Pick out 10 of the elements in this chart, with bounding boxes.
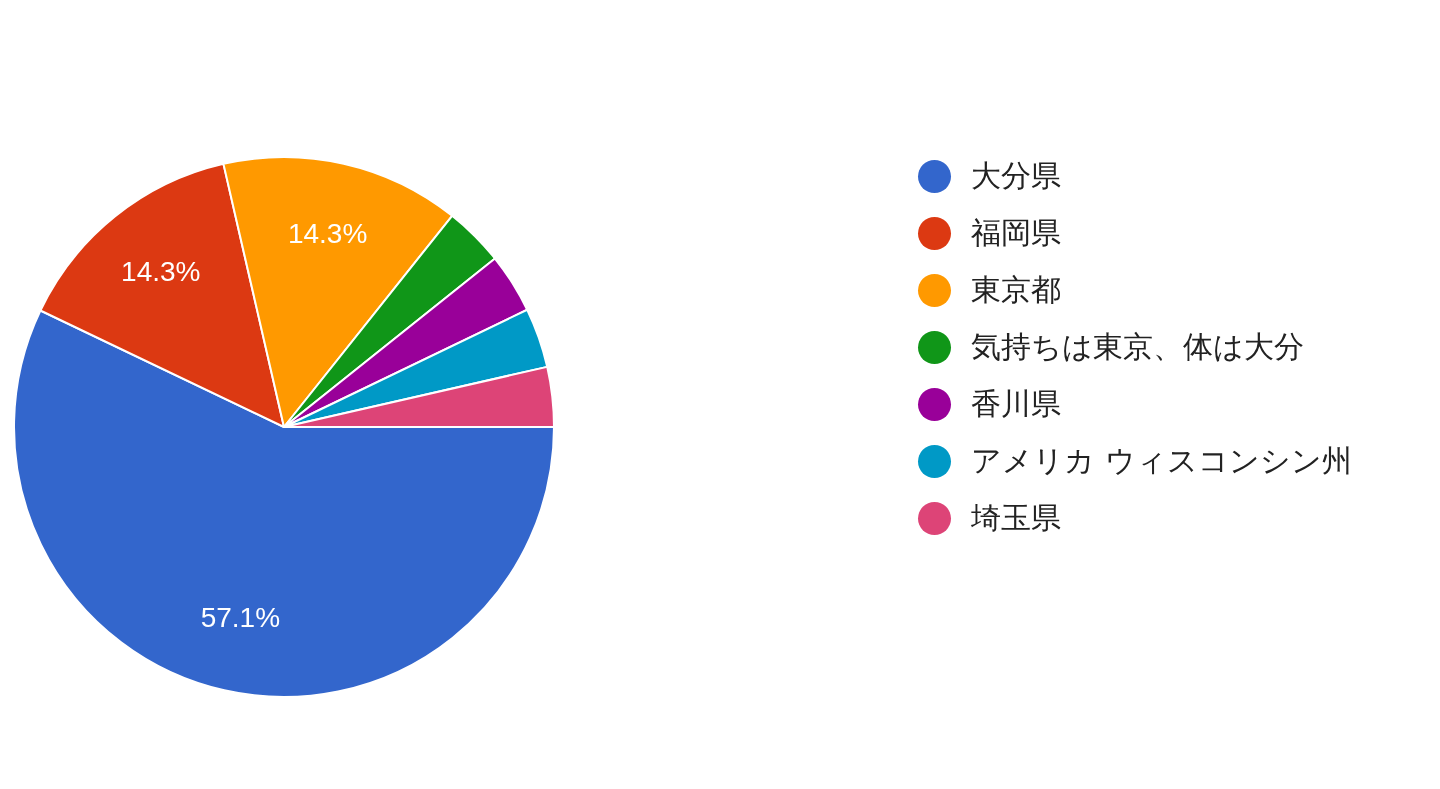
legend-label: 大分県 xyxy=(971,157,1061,195)
legend-label: アメリカ ウィスコンシン州 xyxy=(971,442,1352,480)
legend-label: 福岡県 xyxy=(971,214,1061,252)
legend-label: 香川県 xyxy=(971,385,1061,423)
data-label: 14.3% xyxy=(121,255,201,287)
data-label: 14.3% xyxy=(287,217,368,249)
legend-label: 埼玉県 xyxy=(971,499,1061,537)
legend-label: 気持ちは東京、体は大分 xyxy=(971,328,1304,366)
legend-label: 東京都 xyxy=(971,271,1061,309)
data-label: 57.1% xyxy=(200,601,281,633)
